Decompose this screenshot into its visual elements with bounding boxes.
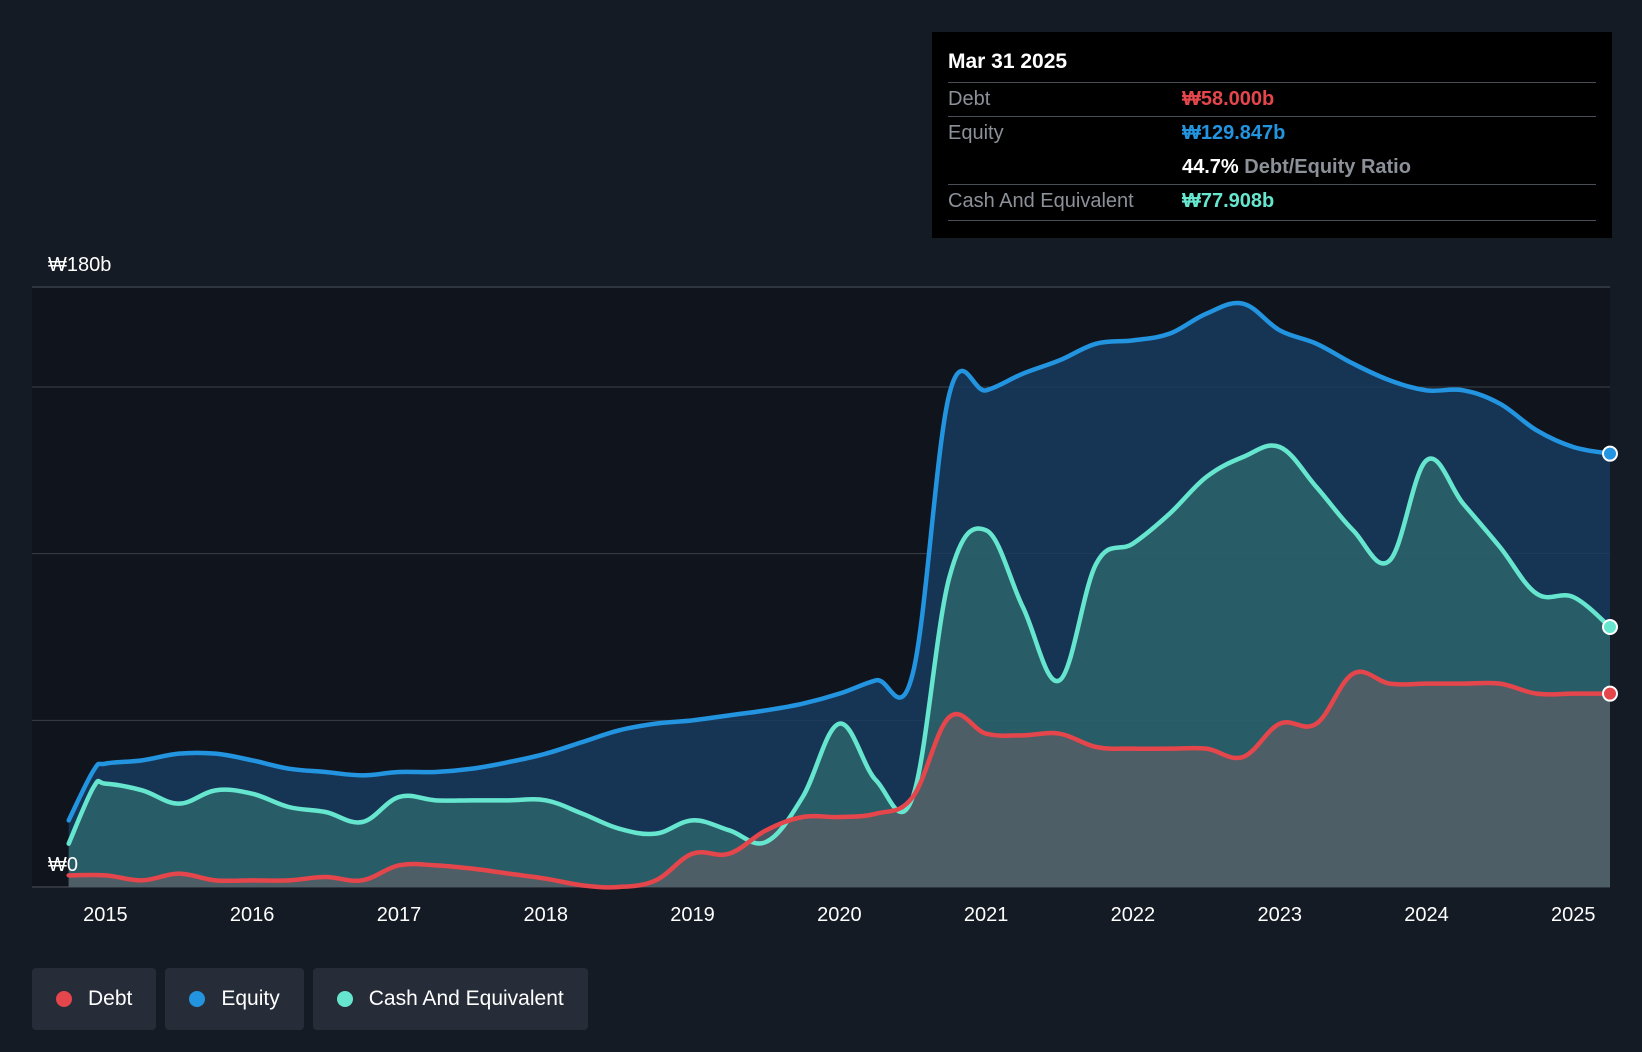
x-tick-label: 2019 — [670, 904, 715, 926]
tooltip-debt-row: Debt ₩58.000b — [948, 82, 1596, 117]
equity-dot-icon — [189, 991, 206, 1007]
tooltip-ratio: 44.7% Debt/Equity Ratio — [1182, 156, 1411, 179]
x-tick-label: 2025 — [1551, 904, 1596, 926]
legend-label-cash: Cash And Equivalent — [368, 987, 564, 1010]
tooltip-equity-row: Equity ₩129.847b 44.7% Debt/Equity Ratio — [948, 116, 1596, 185]
y-axis-labels: ₩180b ₩0 — [48, 254, 111, 876]
tooltip-debt-value: ₩58.000b — [1182, 88, 1275, 110]
debt-line — [66, 669, 1613, 890]
tooltip-ratio-label: Debt/Equity Ratio — [1244, 156, 1411, 178]
tooltip-cash-row: Cash And Equivalent ₩77.908b — [948, 184, 1596, 219]
legend-item-equity[interactable]: Equity — [165, 968, 304, 1030]
x-tick-label: 2022 — [1111, 904, 1156, 926]
debt-dot-icon — [56, 991, 72, 1007]
x-tick-label: 2016 — [230, 904, 275, 926]
legend-item-debt[interactable]: Debt — [32, 968, 157, 1030]
equity-line — [66, 300, 1613, 823]
x-tick-label: 2015 — [83, 904, 128, 926]
tooltip-ratio-value: 44.7% — [1182, 156, 1239, 178]
tooltip-cash-value: ₩77.908b — [1182, 190, 1275, 212]
equity-endpoint — [1602, 445, 1618, 462]
x-tick-label: 2021 — [964, 904, 1009, 926]
tooltip-cash-label: Cash And Equivalent — [948, 190, 1134, 212]
chart-legend: Debt Equity Cash And Equivalent — [32, 968, 588, 1030]
cash-line — [66, 443, 1613, 846]
y-tick-label: ₩0 — [48, 854, 78, 876]
x-axis-labels: 2015 2016 2017 2018 2019 2020 2021 2022 2023 2024… — [83, 904, 1595, 926]
series-lines — [66, 300, 1613, 890]
tooltip-equity-label: Equity — [948, 122, 1004, 144]
tooltip-date: Mar 31 2025 — [948, 50, 1068, 73]
legend-label-equity: Equity — [221, 987, 280, 1010]
tooltip-panel: Mar 31 2025 Debt ₩58.000b Equity ₩129.84… — [932, 32, 1612, 238]
tooltip-divider — [948, 220, 1596, 221]
cash-dot-icon — [336, 991, 353, 1007]
legend-label-debt: Debt — [88, 987, 133, 1010]
x-tick-label: 2017 — [377, 904, 422, 926]
x-tick-label: 2024 — [1404, 904, 1449, 926]
series-areas — [68, 302, 1611, 888]
debt-endpoint — [1602, 685, 1618, 702]
tooltip-debt-label: Debt — [948, 88, 991, 110]
x-tick-label: 2018 — [524, 904, 569, 926]
cash-endpoint — [1602, 619, 1618, 635]
y-tick-label: ₩180b — [48, 254, 111, 276]
series-endpoints[interactable] — [1602, 445, 1618, 702]
debt-area — [68, 671, 1611, 888]
x-tick-label: 2020 — [817, 904, 862, 926]
legend-item-cash[interactable]: Cash And Equivalent — [312, 968, 588, 1030]
x-tick-label: 2023 — [1257, 904, 1302, 926]
tooltip-equity-value: ₩129.847b — [1182, 122, 1286, 144]
